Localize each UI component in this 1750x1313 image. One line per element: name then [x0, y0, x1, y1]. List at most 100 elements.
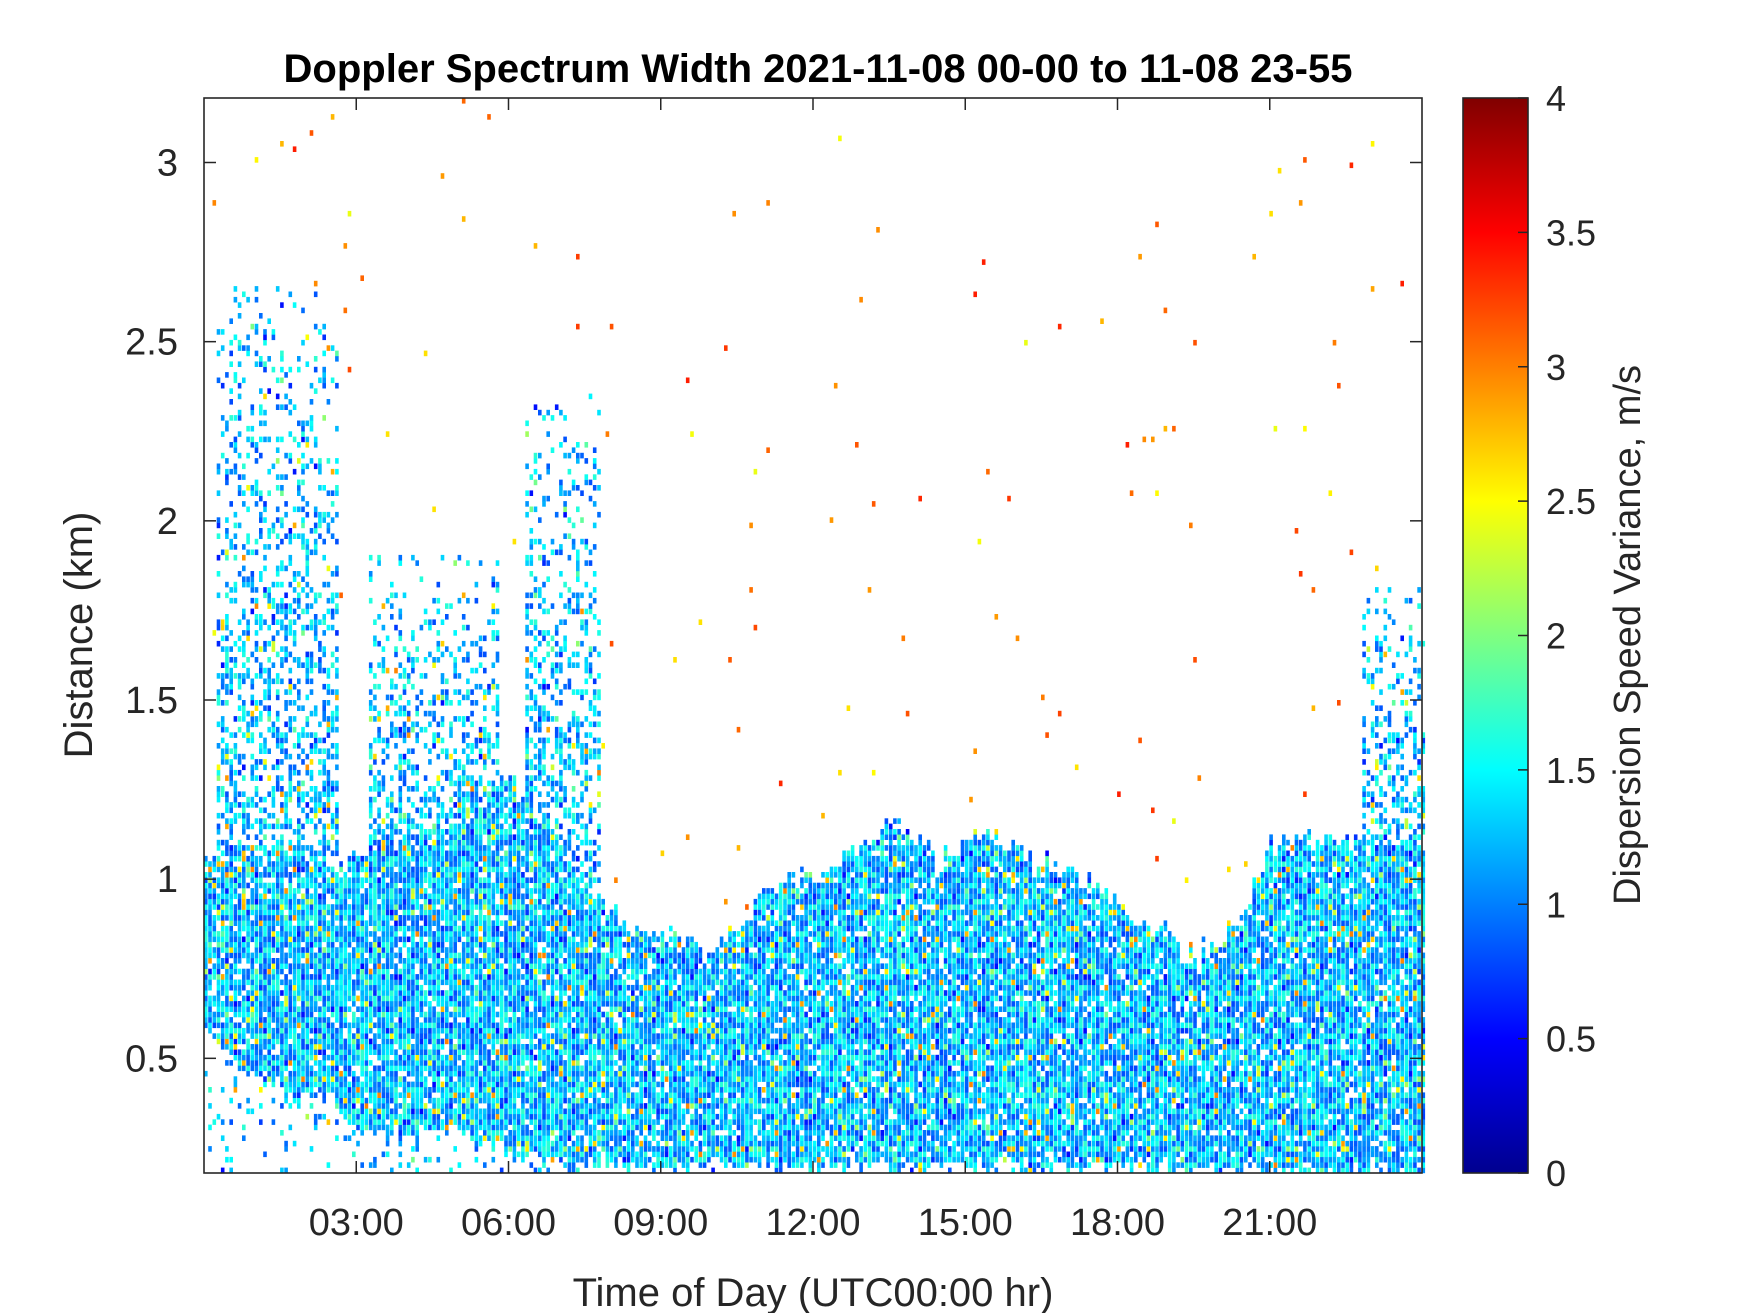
heatmap-cell [297, 866, 301, 873]
heatmap-cell [233, 845, 238, 851]
heatmap-cell [385, 850, 390, 857]
heatmap-cell [364, 1065, 369, 1072]
heatmap-cell [301, 533, 305, 539]
heatmap-cell [461, 1108, 466, 1115]
heatmap-cell [368, 1119, 373, 1125]
heatmap-cell [381, 780, 386, 787]
heatmap-cell [487, 855, 491, 862]
heatmap-cell [478, 1038, 483, 1045]
heatmap-cell [419, 866, 424, 873]
heatmap-cell [483, 898, 487, 905]
heatmap-cell [326, 597, 331, 604]
heatmap-cell [411, 1060, 415, 1066]
heatmap-cell [305, 931, 310, 937]
heatmap-cell [225, 517, 229, 523]
heatmap-cell [233, 415, 238, 421]
heatmap-cell [225, 667, 229, 674]
heatmap-cell [225, 759, 229, 765]
heatmap-cell [259, 528, 263, 534]
heatmap-cell [483, 1108, 487, 1115]
heatmap-cell [449, 726, 453, 733]
heatmap-cell [301, 1060, 305, 1066]
heatmap-cell [347, 968, 352, 975]
heatmap-cell [263, 366, 267, 373]
heatmap-cell [364, 888, 369, 894]
heatmap-cell [470, 1124, 474, 1131]
heatmap-cell [373, 683, 377, 690]
heatmap-cell [242, 1049, 246, 1055]
heatmap-cell [356, 920, 360, 926]
heatmap-cell [220, 662, 225, 668]
heatmap-cell [288, 775, 293, 781]
heatmap-cell [271, 1006, 276, 1012]
heatmap-cell [284, 823, 288, 830]
heatmap-cell [445, 1065, 449, 1072]
heatmap-cell [402, 958, 407, 964]
heatmap-cell [373, 759, 377, 765]
heatmap-cell [339, 592, 343, 599]
heatmap-cell [440, 694, 445, 701]
heatmap-cell [305, 571, 310, 577]
heatmap-cell [254, 1001, 259, 1007]
heatmap-cell [326, 700, 331, 706]
heatmap-cell [385, 845, 390, 851]
heatmap-cell [229, 388, 233, 394]
heatmap-cell [445, 925, 449, 932]
heatmap-cell [263, 1081, 267, 1088]
heatmap-cell [390, 581, 394, 588]
heatmap-cell [246, 909, 250, 916]
heatmap-cell [297, 845, 301, 851]
heatmap-cell [390, 694, 394, 701]
heatmap-cell [220, 786, 225, 792]
heatmap-cell [512, 1140, 517, 1147]
heatmap-cell [411, 936, 415, 943]
heatmap-cell [335, 1060, 339, 1066]
heatmap-cell [288, 780, 293, 787]
heatmap-cell [259, 1049, 263, 1055]
heatmap-cell [242, 995, 246, 1002]
heatmap-cell [504, 1038, 508, 1045]
heatmap-cell [326, 1119, 331, 1125]
heatmap-cell [280, 1076, 284, 1082]
heatmap-cell [229, 979, 233, 986]
heatmap-cell [508, 909, 512, 916]
heatmap-cell [419, 1081, 424, 1088]
heatmap-cell [271, 882, 276, 889]
heatmap-cell [326, 791, 331, 797]
heatmap-cell [432, 796, 436, 803]
heatmap-cell [470, 791, 474, 797]
heatmap-cell [335, 565, 339, 572]
heatmap-cell [242, 947, 246, 953]
heatmap-cell [237, 1011, 242, 1018]
heatmap-cell [208, 1124, 212, 1131]
heatmap-cell [301, 974, 305, 980]
heatmap-cell [453, 936, 457, 943]
heatmap-cell [318, 640, 322, 647]
heatmap-cell [436, 721, 441, 728]
heatmap-cell [212, 1119, 217, 1125]
heatmap-cell [339, 1011, 343, 1018]
heatmap-cell [423, 839, 428, 846]
heatmap-cell [360, 904, 364, 910]
heatmap-cell [419, 974, 424, 980]
heatmap-cell [229, 657, 233, 663]
heatmap-cell [411, 898, 415, 905]
heatmap-cell [280, 1070, 284, 1077]
heatmap-cell [335, 898, 339, 905]
heatmap-cell [364, 866, 369, 873]
heatmap-cell [305, 436, 310, 443]
heatmap-cell [305, 334, 310, 341]
heatmap-cell [398, 764, 403, 771]
heatmap-cell [208, 904, 212, 910]
heatmap-cell [284, 1146, 288, 1152]
heatmap-cell [309, 1146, 314, 1152]
heatmap-cell [512, 1011, 517, 1018]
heatmap-cell [233, 286, 238, 292]
heatmap-cell [347, 1087, 352, 1093]
heatmap-cell [466, 855, 470, 862]
heatmap-cell [385, 1097, 390, 1104]
heatmap-cell [394, 925, 398, 932]
heatmap-cell [394, 936, 398, 943]
heatmap-cell [385, 1087, 390, 1093]
heatmap-cell [461, 716, 466, 722]
